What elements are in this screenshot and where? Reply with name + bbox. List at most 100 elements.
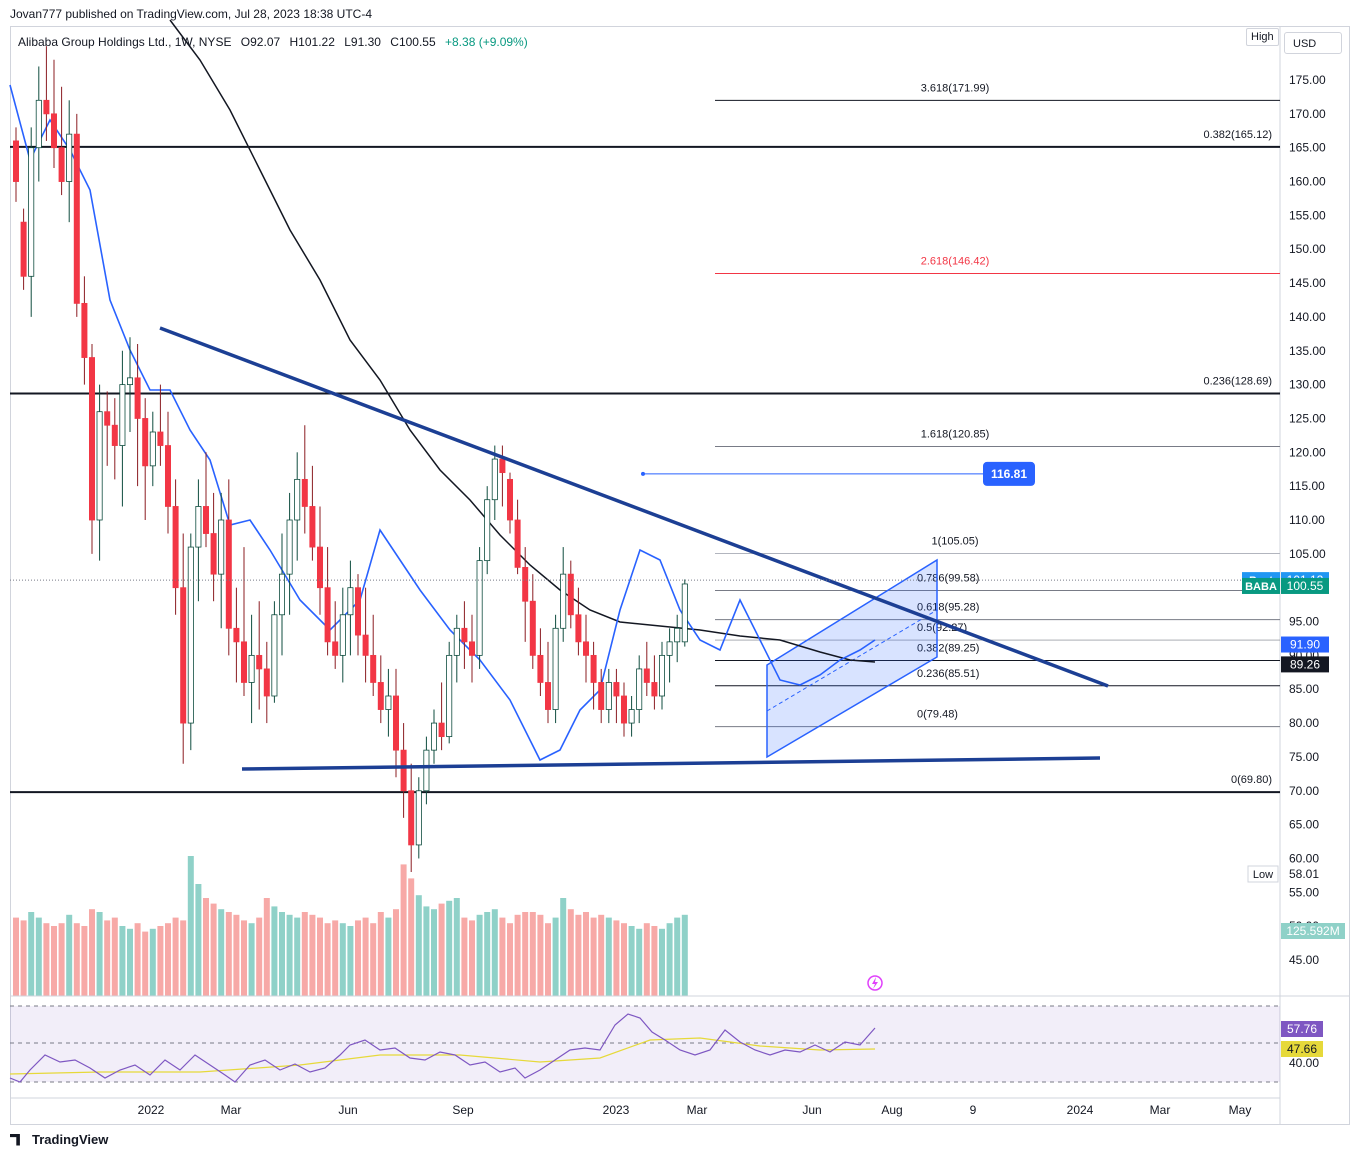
- fib-level-label: 0.382(165.12): [1204, 129, 1273, 141]
- candle-body: [127, 377, 134, 386]
- low-marker: Low: [1253, 869, 1273, 881]
- horizontal-ray-anchor: [641, 471, 645, 476]
- volume-bar: [279, 912, 285, 996]
- ray-price-badge: [983, 461, 1035, 486]
- volume-bar: [674, 917, 681, 996]
- volume-bar: [408, 878, 415, 996]
- volume-bar: [393, 909, 399, 996]
- x-tick-label: Mar: [221, 1103, 242, 1117]
- volume-bar: [431, 909, 437, 996]
- candle-body: [278, 573, 285, 616]
- candle-body: [195, 506, 202, 548]
- y-tick-label: 170.00: [1289, 107, 1326, 121]
- y-tick-label: 155.00: [1289, 208, 1326, 222]
- candle-body: [415, 790, 422, 846]
- candle-body: [408, 790, 415, 846]
- volume-bar: [636, 928, 643, 996]
- volume-bar: [233, 914, 240, 996]
- last-price-badge-tag-text: BABA: [1245, 581, 1277, 593]
- fib-level-label: 0.618(95.28): [917, 602, 979, 614]
- candle-body: [605, 682, 612, 710]
- candle-body: [157, 431, 164, 446]
- high-value: H101.22: [289, 35, 335, 49]
- candle-body: [370, 654, 377, 683]
- volume-bar: [149, 928, 156, 996]
- volume-bar: [51, 926, 57, 996]
- candle-body: [514, 519, 521, 568]
- candle-body: [468, 641, 475, 656]
- candle-body: [438, 722, 445, 738]
- last-price-badge: [1281, 577, 1329, 594]
- volume-bar: [491, 909, 498, 996]
- candle-body: [461, 627, 468, 643]
- volume-bar: [347, 926, 354, 996]
- candle-body: [522, 566, 529, 602]
- y-tick-label: 70.00: [1289, 784, 1319, 798]
- candle-body: [301, 478, 308, 507]
- y-tick-label: 120.00: [1289, 445, 1326, 459]
- rsi-ma-value: 47.66: [1287, 1042, 1317, 1056]
- candle-body: [392, 695, 399, 751]
- y-tick-label: 75.00: [1289, 750, 1319, 764]
- volume-bar: [613, 920, 620, 996]
- candle-body: [187, 546, 194, 724]
- volume-bar: [666, 923, 673, 996]
- symbol-name[interactable]: Alibaba Group Holdings Ltd., 1W, NYSE: [18, 35, 232, 49]
- volume-bar: [89, 909, 95, 996]
- x-tick-label: Jun: [802, 1103, 821, 1117]
- volume-bar: [590, 917, 597, 996]
- candle-body: [628, 709, 635, 724]
- candle-body: [218, 519, 225, 575]
- candle-body: [674, 627, 681, 643]
- candle-body: [430, 722, 437, 751]
- volume-bar: [58, 923, 65, 996]
- volume-bar: [81, 926, 88, 996]
- high-marker[interactable]: High: [1246, 28, 1279, 46]
- volume-bar: [248, 923, 255, 996]
- candle-body: [659, 654, 666, 697]
- y-tick-label: 165.00: [1289, 141, 1326, 155]
- volume-bar: [104, 920, 111, 996]
- lightning-icon: [872, 977, 878, 989]
- volume-bar: [583, 912, 589, 996]
- volume-bar: [522, 912, 529, 996]
- low-value: L91.30: [344, 35, 381, 49]
- candle-body: [636, 668, 643, 710]
- x-tick-label: 2023: [603, 1103, 630, 1117]
- volume-bar: [241, 920, 247, 996]
- volume-bar: [514, 914, 521, 996]
- y-tick-label: 145.00: [1289, 276, 1326, 290]
- volume-bar: [560, 898, 567, 996]
- x-tick-label: Mar: [1150, 1103, 1171, 1117]
- volume-bar: [301, 912, 308, 996]
- candle-body: [51, 113, 58, 149]
- volume-bar: [423, 906, 430, 996]
- ema-value-badge-text: 91.90: [1290, 638, 1320, 652]
- volume-bar: [476, 914, 483, 996]
- y-tick-label: 160.00: [1289, 175, 1326, 189]
- candle-body: [104, 411, 111, 426]
- candle-body: [294, 478, 301, 521]
- candle-body: [491, 458, 498, 501]
- volume-bar: [309, 914, 316, 996]
- candle-body: [89, 357, 96, 521]
- candle-body: [446, 654, 453, 738]
- volume-bar: [127, 928, 133, 996]
- fib-level-label: 0.236(128.69): [1204, 375, 1273, 387]
- candle-body: [202, 506, 209, 534]
- x-tick-label: Mar: [687, 1103, 708, 1117]
- candle-body: [96, 411, 103, 521]
- rsi-ma-badge: [1281, 1041, 1323, 1057]
- x-tick-label: Aug: [881, 1103, 902, 1117]
- volume-bar: [286, 914, 293, 996]
- fib-level-label: 0.5(92.27): [917, 622, 967, 634]
- rsi-tick-label: 40.00: [1289, 1056, 1319, 1070]
- candle-body: [362, 634, 369, 656]
- currency-button[interactable]: USD: [1284, 32, 1342, 54]
- volume-bar: [339, 923, 346, 996]
- y-tick-label: 140.00: [1289, 310, 1326, 324]
- volume-bar: [598, 914, 605, 996]
- regression-channel: [766, 558, 938, 759]
- y-tick-label: 115.00: [1289, 479, 1325, 493]
